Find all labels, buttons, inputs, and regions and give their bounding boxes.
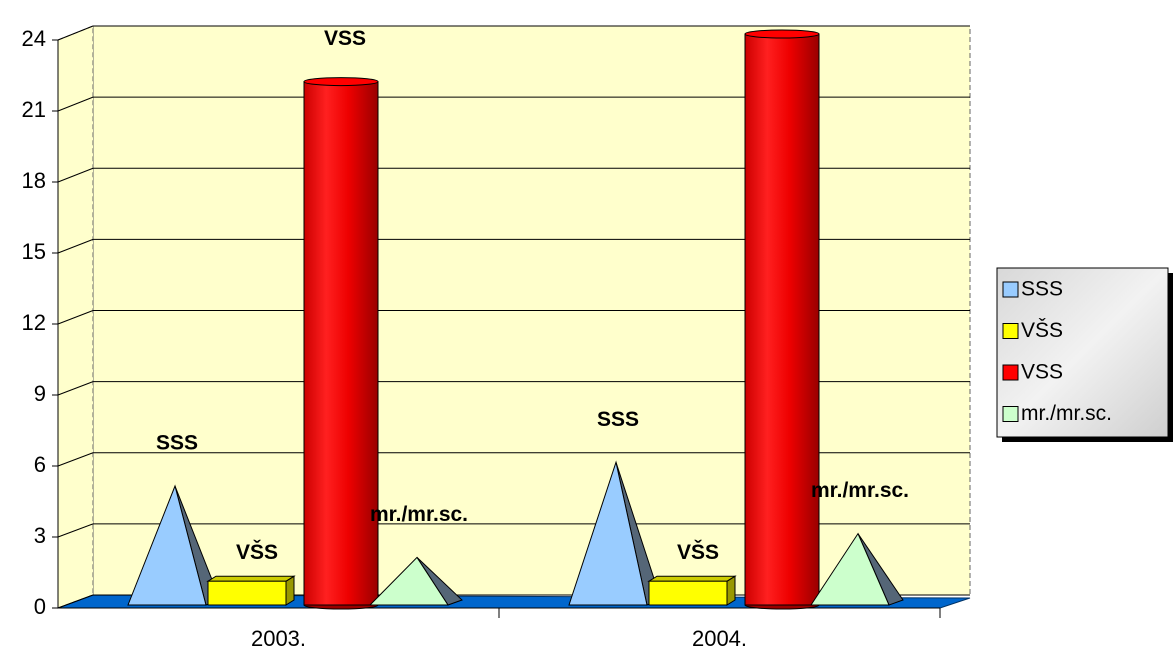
cylinder-top xyxy=(303,77,379,87)
y-tick-label: 18 xyxy=(22,168,46,193)
cylinder-top xyxy=(744,29,820,39)
data-label: VSS xyxy=(765,0,807,3)
y-tick-label: 3 xyxy=(34,523,46,548)
pyramid xyxy=(568,460,648,606)
grid-line xyxy=(57,523,94,538)
box-top xyxy=(647,575,737,582)
cylinder xyxy=(303,81,379,606)
grid-line xyxy=(57,452,94,467)
grid-line xyxy=(57,310,94,325)
data-label: mr./mr.sc. xyxy=(811,479,909,502)
data-label: mr./mr.sc. xyxy=(370,503,468,526)
legend-label: VŠS xyxy=(1021,319,1063,342)
box xyxy=(648,580,728,606)
legend-swatch xyxy=(1002,323,1019,339)
y-tick-label: 15 xyxy=(22,239,46,264)
data-label: SSS xyxy=(597,408,639,431)
y-tick-label: 21 xyxy=(22,97,46,122)
legend-swatch xyxy=(1002,364,1019,381)
grid-line xyxy=(57,25,94,41)
x-tick-label: 2004. xyxy=(692,626,747,651)
data-label: VŠS xyxy=(236,540,278,564)
data-label: SSS xyxy=(156,432,198,455)
x-tick-label: 2003. xyxy=(251,626,306,651)
y-tick-label: 12 xyxy=(22,310,46,335)
pyramid xyxy=(810,532,890,606)
legend xyxy=(996,267,1169,438)
data-label: VSS xyxy=(324,27,366,50)
y-tick-label: 9 xyxy=(34,381,46,406)
data-label: VŠS xyxy=(677,540,719,564)
box-top xyxy=(206,575,296,582)
pyramid xyxy=(368,556,449,606)
legend-label: SSS xyxy=(1021,278,1063,301)
grid-line xyxy=(57,167,94,183)
grid-line xyxy=(57,594,94,609)
grid-line xyxy=(57,381,94,396)
grid-line xyxy=(57,96,94,112)
legend-swatch xyxy=(1002,406,1019,422)
y-tick-label: 6 xyxy=(34,452,46,477)
grid-line xyxy=(57,238,94,254)
legend-label: VSS xyxy=(1021,361,1063,384)
legend-swatch xyxy=(1002,281,1019,298)
y-tick-label: 0 xyxy=(34,594,46,619)
box xyxy=(207,580,287,606)
pyramid xyxy=(127,484,207,606)
legend-label: mr./mr.sc. xyxy=(1021,402,1112,425)
cylinder xyxy=(744,33,820,606)
y-tick-label: 24 xyxy=(22,26,46,51)
